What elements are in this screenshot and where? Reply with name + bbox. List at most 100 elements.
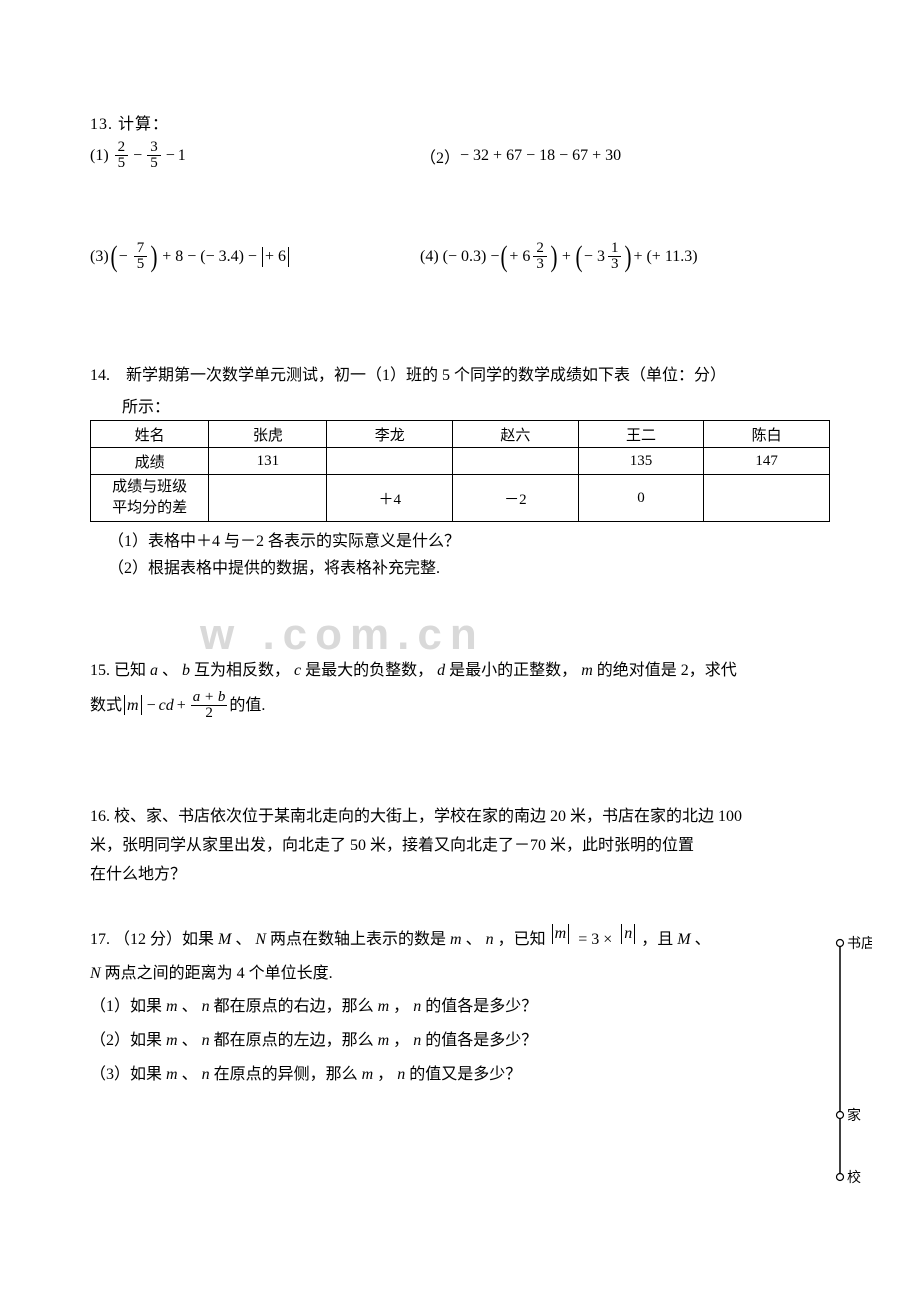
- text: （3）如果: [90, 1066, 162, 1083]
- var: m: [166, 1066, 178, 1083]
- var: m: [166, 1032, 178, 1049]
- q15: 15. 已知 a 、 b 互为相反数， c 是最大的负整数， d 是最小的正整数…: [90, 653, 830, 723]
- text: ，已知: [498, 931, 546, 948]
- var: m: [450, 931, 462, 948]
- var: n: [413, 1032, 421, 1049]
- var: n: [486, 931, 494, 948]
- q13-p2-label: （2）: [420, 144, 460, 168]
- abs-m: m: [127, 688, 139, 723]
- text: 15. 已知: [90, 662, 146, 679]
- label-home: 家: [847, 1107, 861, 1124]
- text: 两点在数轴上表示的数是: [270, 931, 446, 948]
- table-row: 成绩与班级平均分的差 ＋4 －2 0: [91, 475, 830, 522]
- text: +: [177, 688, 186, 723]
- var: n: [202, 1032, 210, 1049]
- th: 姓名: [91, 421, 209, 448]
- text: = 3 ×: [578, 931, 612, 948]
- text: 互为相反数，: [194, 662, 290, 679]
- var: n: [202, 1066, 210, 1083]
- q13-p4-label: (4): [420, 248, 439, 266]
- text: 米，张明同学从家里出发，向北走了 50 米，接着又向北走了－70 米，此时张明的…: [90, 832, 785, 861]
- table-row: 姓名 张虎 李龙 赵六 王二 陈白: [91, 421, 830, 448]
- th: 李龙: [327, 421, 453, 448]
- q13-p3: (3) (− 75 ) + 8 − (− 3.4) − + 6: [90, 241, 291, 272]
- var: n: [413, 998, 421, 1015]
- td: [453, 448, 579, 475]
- frac-den: 5: [115, 156, 129, 171]
- text: 16. 校、家、书店依次位于某南北走向的大街上，学校在家的南边 20 米，书店在…: [90, 803, 785, 832]
- var-b: b: [182, 662, 190, 679]
- label-bookstore: 书店: [847, 936, 872, 952]
- frac-num: 7: [134, 241, 148, 257]
- q17: 17. （12 分）如果 M 、 N 两点在数轴上表示的数是 m 、 n ，已知…: [90, 917, 830, 1091]
- q13-row2: (3) (− 75 ) + 8 − (− 3.4) − + 6 (4) (− 0…: [90, 241, 830, 272]
- text: 成绩与班级: [112, 479, 187, 495]
- q14-sub2: （2）根据表格中提供的数据，将表格补充完整.: [108, 555, 830, 582]
- text: (− 0.3) −: [443, 248, 500, 266]
- score-table: 姓名 张虎 李龙 赵六 王二 陈白 成绩 131 135 147 成绩与班级平均…: [90, 420, 830, 522]
- label-school: 校: [847, 1169, 861, 1185]
- text: − 32 + 67 − 18 − 67 + 30: [460, 147, 621, 165]
- text: 在原点的异侧，那么: [214, 1066, 358, 1083]
- frac-den: 2: [202, 706, 216, 721]
- frac-den: 5: [147, 156, 161, 171]
- frac-den: 3: [608, 257, 622, 272]
- text: 都在原点的右边，那么: [214, 998, 374, 1015]
- text: （1）如果: [90, 998, 162, 1015]
- whole: + 6: [509, 248, 530, 266]
- abs-content: + 6: [265, 248, 286, 266]
- text: 17. （12 分）如果: [90, 931, 214, 948]
- text: 数式: [90, 688, 122, 723]
- td: [209, 475, 327, 522]
- var: N: [255, 931, 266, 948]
- var-a: a: [150, 662, 158, 679]
- td: 成绩: [91, 448, 209, 475]
- td: 135: [578, 448, 704, 475]
- td: [704, 475, 830, 522]
- q13-row1: (1) 25 − 35 −1 （2） − 32 + 67 − 18 − 67 +…: [90, 140, 830, 171]
- var-m: m: [581, 662, 593, 679]
- text: +: [562, 248, 571, 266]
- frac-num: 2: [533, 241, 547, 257]
- frac-num: a + b: [191, 690, 228, 706]
- td: －2: [453, 475, 579, 522]
- th: 王二: [578, 421, 704, 448]
- text: （2）如果: [90, 1032, 162, 1049]
- text: 是最大的负整数，: [305, 662, 433, 679]
- text: 在什么地方？: [90, 861, 785, 890]
- var: M: [677, 931, 690, 948]
- text: 的值各是多少？: [425, 998, 537, 1015]
- td: 成绩与班级平均分的差: [91, 475, 209, 522]
- q14-title: 14. 新学期第一次数学单元测试，初一（1）班的 5 个同学的数学成绩如下表（单…: [90, 362, 830, 389]
- th: 张虎: [209, 421, 327, 448]
- var-d: d: [437, 662, 445, 679]
- var: M: [218, 931, 231, 948]
- text: + 8 − (− 3.4) −: [162, 248, 257, 266]
- q13-p4: (4) (− 0.3) − ( + 623 ) + ( − 313 ) + (+…: [420, 241, 698, 272]
- q13-p1: (1) 25 − 35 −1: [90, 140, 186, 171]
- text: 两点之间的距离为 4 个单位长度.: [105, 965, 333, 982]
- text: 都在原点的左边，那么: [214, 1032, 374, 1049]
- var: m: [166, 998, 178, 1015]
- street-diagram: 书店 家 校: [832, 935, 872, 1185]
- text: 的值又是多少？: [409, 1066, 521, 1083]
- th: 赵六: [453, 421, 579, 448]
- q13-title: 13. 计算：: [90, 110, 830, 134]
- td: 147: [704, 448, 830, 475]
- whole: − 3: [584, 248, 605, 266]
- td: 0: [578, 475, 704, 522]
- text: 是最小的正整数，: [449, 662, 577, 679]
- var-cd: cd: [159, 688, 174, 723]
- table-row: 成绩 131 135 147: [91, 448, 830, 475]
- text: ，且: [641, 931, 673, 948]
- var: n: [202, 998, 210, 1015]
- var: m: [378, 998, 390, 1015]
- abs-n: n: [624, 917, 632, 951]
- frac-num: 3: [147, 140, 161, 156]
- text: −: [147, 688, 156, 723]
- frac-den: 5: [134, 257, 148, 272]
- text: 的绝对值是 2，求代: [597, 662, 737, 679]
- q13-p1-label: (1): [90, 147, 109, 165]
- var: m: [378, 1032, 390, 1049]
- text: + (+ 11.3): [633, 248, 697, 266]
